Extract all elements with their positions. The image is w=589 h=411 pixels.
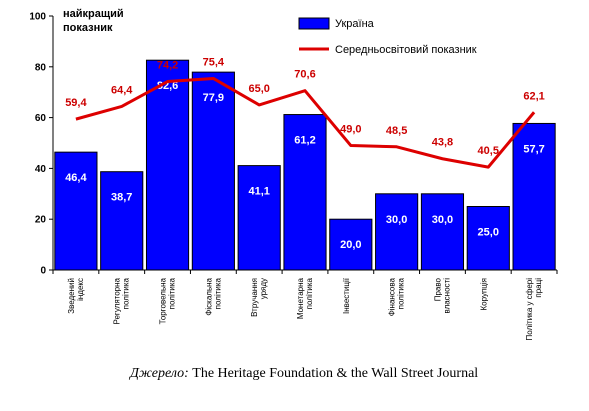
x-category-label: Монетарнаполітика xyxy=(296,277,314,319)
y-tick-label: 80 xyxy=(35,62,47,73)
line-value-label: 59,4 xyxy=(65,97,87,109)
line-value-label: 43,8 xyxy=(432,137,453,149)
y-axis-label-line2: показник xyxy=(63,22,113,34)
x-axis: Зведенийіндекс Регуляторнаполітика Торгове… xyxy=(52,269,558,341)
line-value-label: 49,0 xyxy=(340,124,361,136)
y-tick-label: 60 xyxy=(35,113,47,124)
x-category-label: Фіскальнаполітика xyxy=(204,277,222,315)
legend: Україна Середньосвітовий показник xyxy=(298,17,477,56)
x-category-label: Інвестиції xyxy=(342,277,351,314)
line-series: 59,4 64,4 74,2 75,4 65,0 70,6 49,0 48,5 43,8 40,5… xyxy=(65,56,545,169)
line-value-label: 40,5 xyxy=(478,145,499,157)
line-value-label: 75,4 xyxy=(203,56,225,68)
legend-label-line: Середньосвітовий показник xyxy=(335,44,477,56)
y-axis-label: найкращий xyxy=(63,8,124,20)
line-value-label: 48,5 xyxy=(386,125,407,137)
bar-value-label: 46,4 xyxy=(65,172,87,184)
x-category-label: Втручанняуряду xyxy=(250,278,268,317)
x-category-label: Зведенийіндекс xyxy=(67,278,85,314)
x-category-label: Фінансоваполітика xyxy=(388,277,406,316)
source-label: Джерело: xyxy=(130,366,189,381)
bar-value-label: 41,1 xyxy=(248,186,269,198)
bar-series: 46,438,782,677,941,161,220,030,0 30,025,0… xyxy=(54,59,556,271)
x-category-label: Корупція xyxy=(479,278,488,311)
y-tick-label: 40 xyxy=(35,164,47,175)
bar-value-label: 25,0 xyxy=(478,227,499,239)
bar-value-label: 30,0 xyxy=(432,214,453,226)
bar-value-label: 77,9 xyxy=(203,92,224,104)
legend-swatch-bar xyxy=(298,17,330,30)
x-category-label: Політика у сферіпраці xyxy=(525,278,543,341)
line-value-label: 65,0 xyxy=(248,83,269,95)
bar xyxy=(100,171,144,271)
bar xyxy=(283,114,327,271)
bar xyxy=(145,59,190,271)
bar xyxy=(512,122,556,271)
bar xyxy=(237,165,281,271)
y-tick-label: 100 xyxy=(29,12,46,23)
line-value-label: 64,4 xyxy=(111,84,133,96)
bar xyxy=(466,206,510,271)
bar-value-label: 57,7 xyxy=(523,143,544,155)
bar xyxy=(54,151,98,271)
bar-value-label: 20,0 xyxy=(340,239,361,251)
x-category-label: Торговельнаполітика xyxy=(159,277,177,324)
y-tick-label: 0 xyxy=(40,266,46,277)
source-text: The Heritage Foundation & the Wall Stree… xyxy=(192,366,479,381)
bar xyxy=(375,193,419,271)
line-value-label: 74,2 xyxy=(157,60,178,72)
y-tick-label: 20 xyxy=(35,215,47,226)
bar xyxy=(420,193,465,271)
average-line xyxy=(75,76,536,169)
line-value-label: 70,6 xyxy=(294,69,315,81)
bar xyxy=(191,71,235,271)
bar-value-label: 61,2 xyxy=(294,135,315,147)
source-note: Джерело: The Heritage Foundation & the W… xyxy=(130,366,478,382)
x-category-label: Правовласності xyxy=(433,277,451,313)
bar xyxy=(329,218,373,271)
bar-value-label: 38,7 xyxy=(111,192,132,204)
y-axis: 0 20 40 60 80 100 найкращий показник xyxy=(29,8,123,277)
legend-label-bar: Україна xyxy=(335,18,375,30)
bar-value-label: 30,0 xyxy=(386,214,407,226)
line-value-label: 62,1 xyxy=(523,90,544,102)
x-category-label: Регуляторнаполітика xyxy=(113,277,131,324)
